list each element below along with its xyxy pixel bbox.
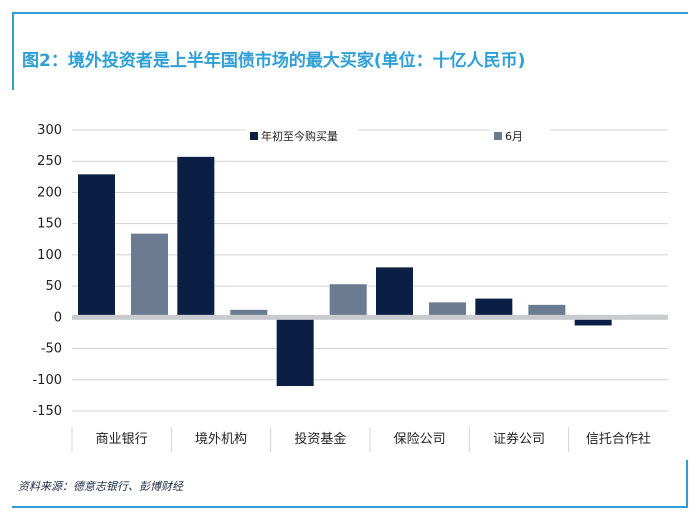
y-tick-label: 200	[37, 185, 62, 200]
frame-bottom-border	[12, 506, 688, 508]
legend-background	[490, 126, 550, 146]
category-label: 商业银行	[96, 432, 148, 447]
y-tick-label: 0	[54, 310, 62, 325]
frame-left-border	[12, 12, 14, 90]
y-tick-label: -50	[41, 342, 62, 357]
y-tick-label: 250	[37, 154, 62, 169]
bar	[475, 298, 513, 318]
y-tick-label: 300	[37, 123, 62, 138]
y-tick-label: 100	[37, 248, 62, 263]
category-label: 投资基金	[294, 431, 346, 447]
bar	[528, 304, 566, 318]
legend-background	[246, 126, 358, 146]
category-label: 证券公司	[493, 431, 545, 447]
legend-swatch	[494, 132, 502, 140]
y-tick-label: 50	[45, 279, 62, 294]
bar	[429, 302, 466, 318]
frame-right-border	[686, 460, 688, 508]
bar	[276, 317, 314, 387]
bar	[329, 284, 367, 318]
y-tick-label: -150	[32, 404, 62, 419]
frame-top-border	[12, 12, 688, 14]
y-tick-label: 150	[37, 217, 62, 232]
category-label: 境外机构	[195, 432, 247, 447]
y-tick-label: -100	[32, 373, 62, 388]
legend-label: 年初至今购买量	[261, 129, 338, 143]
bar	[230, 309, 268, 318]
bar	[376, 267, 413, 318]
bar	[131, 233, 168, 318]
legend-swatch	[250, 132, 258, 140]
legend-label: 6月	[505, 130, 523, 143]
bar	[574, 317, 612, 326]
zero-axis-line	[72, 314, 668, 320]
category-label: 保险公司	[394, 432, 446, 447]
bar	[177, 156, 215, 318]
bar	[78, 174, 115, 318]
chart-title: 图2：境外投资者是上半年国债市场的最大买家(单位：十亿人民币)	[22, 51, 526, 71]
category-label: 信托合作社	[586, 431, 651, 447]
source-note: 资料来源：德意志银行、彭博财经	[18, 480, 183, 493]
